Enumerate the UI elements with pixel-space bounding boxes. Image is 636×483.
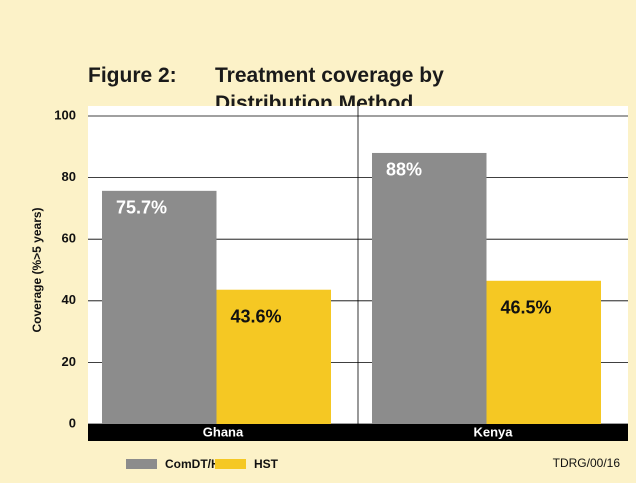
y-tick-label: 80 xyxy=(62,169,76,184)
legend-swatch xyxy=(215,459,246,469)
bar xyxy=(102,190,217,424)
x-tick-label: Kenya xyxy=(473,424,513,439)
bar xyxy=(216,289,331,424)
y-tick-label: 0 xyxy=(69,415,76,430)
bar xyxy=(486,280,601,424)
value-label: 46.5% xyxy=(501,298,552,318)
title-label: Figure 2: xyxy=(88,64,177,87)
x-tick-label: Ghana xyxy=(203,424,244,439)
y-tick-label: 20 xyxy=(62,354,76,369)
y-axis-label: Coverage (%>5 years) xyxy=(30,207,44,332)
y-tick-label: 60 xyxy=(62,231,76,246)
note: TDRG/00/16 xyxy=(553,456,621,470)
value-label: 88% xyxy=(386,160,422,180)
legend-label: ComDT/HS xyxy=(165,457,228,471)
category-band xyxy=(88,424,628,441)
y-tick-label: 40 xyxy=(62,292,76,307)
bar xyxy=(372,152,487,424)
y-tick-label: 100 xyxy=(54,107,76,122)
value-label: 75.7% xyxy=(116,198,167,218)
legend-swatch xyxy=(126,459,157,469)
legend-label: HST xyxy=(254,457,279,471)
value-label: 43.6% xyxy=(231,306,282,326)
